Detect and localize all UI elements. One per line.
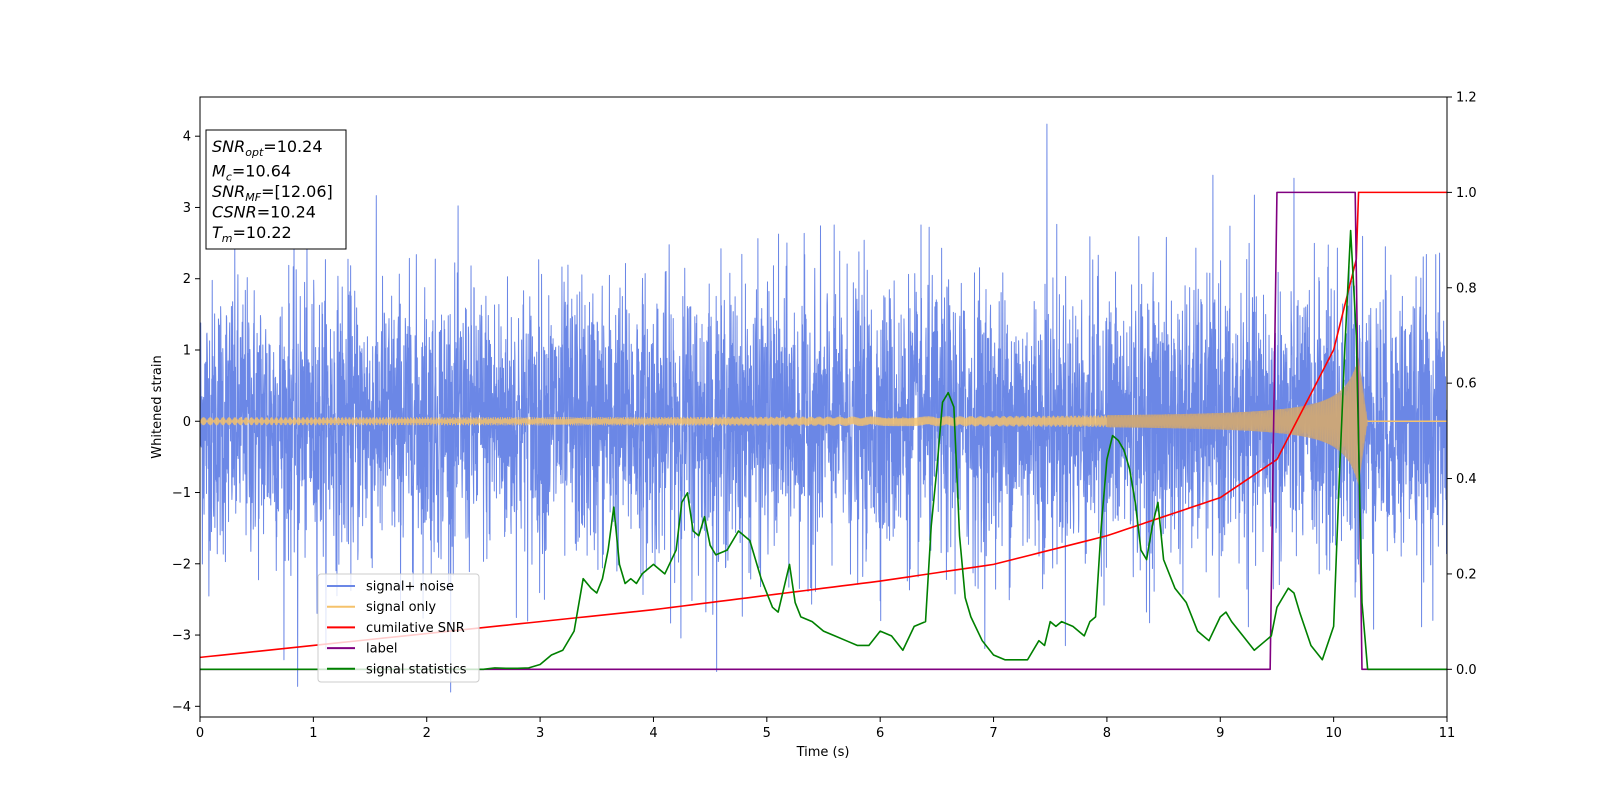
x-tick-label: 2 — [423, 726, 431, 741]
x-axis-label: Time (s) — [796, 745, 850, 760]
x-tick-label: 0 — [196, 726, 204, 741]
x-tick-label: 4 — [649, 726, 657, 741]
y-left-tick-label: 0 — [183, 415, 191, 430]
y-left-tick-label: −4 — [172, 700, 191, 715]
left-y-axis: −4 −3 −2 −1 0 1 2 3 4 — [172, 130, 200, 715]
legend-item: signal statistics — [327, 662, 467, 677]
x-tick-label: 7 — [989, 726, 997, 741]
legend-label: signal+ noise — [366, 580, 454, 595]
y-left-tick-label: 1 — [183, 343, 191, 358]
x-axis: 0 1 2 3 4 5 6 7 8 9 10 11 — [196, 717, 1455, 741]
y-right-tick-label: 1.0 — [1456, 186, 1477, 201]
legend-label: signal only — [366, 600, 436, 615]
y-left-tick-label: 3 — [183, 201, 191, 216]
x-tick-label: 11 — [1439, 726, 1456, 741]
info-line: CSNR=10.24 — [212, 203, 316, 222]
y-left-tick-label: −3 — [172, 629, 191, 644]
x-tick-label: 10 — [1325, 726, 1342, 741]
legend-item: label — [327, 642, 397, 657]
series-signal-noise — [200, 123, 1447, 693]
x-tick-label: 1 — [309, 726, 317, 741]
series-signal-statistics — [200, 229, 1447, 671]
y-left-tick-label: 2 — [183, 272, 191, 287]
y-right-tick-label: 0.0 — [1456, 663, 1477, 678]
y-left-tick-label: 4 — [183, 130, 191, 145]
x-tick-label: 3 — [536, 726, 544, 741]
y-left-tick-label: −1 — [172, 486, 191, 501]
y-left-tick-label: −2 — [172, 557, 191, 572]
x-tick-label: 6 — [876, 726, 884, 741]
y-right-tick-label: 1.2 — [1456, 91, 1477, 106]
info-line: Tm=10.22 — [212, 223, 292, 245]
info-line: Mc=10.64 — [212, 162, 291, 184]
legend-frame — [317, 573, 480, 683]
y-right-tick-label: 0.6 — [1456, 377, 1477, 392]
info-box: SNRopt=10.24 Mc=10.64SNRMF=[12.06]CSNR=10… — [205, 129, 347, 250]
x-tick-label: 8 — [1103, 726, 1111, 741]
legend-label: signal statistics — [366, 662, 467, 677]
legend: signal+ noise signal only cumilative SNR la… — [317, 573, 480, 683]
x-tick-label: 9 — [1216, 726, 1224, 741]
y-axis-label: Whitened strain — [150, 355, 165, 458]
legend-item: signal+ noise — [327, 580, 454, 595]
info-line: SNRopt=10.24 — [212, 137, 323, 159]
legend-label: cumilative SNR — [366, 621, 465, 636]
info-box-frame — [205, 129, 347, 250]
signal-only-envelope — [1106, 357, 1368, 486]
x-tick-label: 5 — [763, 726, 771, 741]
legend-item: signal only — [327, 600, 436, 615]
plot-frame — [199, 96, 1448, 718]
y-right-tick-label: 0.8 — [1456, 281, 1477, 296]
legend-item: cumilative SNR — [327, 621, 465, 636]
y-right-tick-label: 0.2 — [1456, 567, 1477, 582]
info-line: SNRMF=[12.06] — [212, 182, 333, 204]
y-right-tick-label: 0.4 — [1456, 472, 1477, 487]
right-y-axis: 0.0 0.2 0.4 0.6 0.8 1.0 1.2 — [1447, 91, 1477, 678]
series-layer — [200, 123, 1447, 693]
legend-label: label — [366, 642, 397, 657]
